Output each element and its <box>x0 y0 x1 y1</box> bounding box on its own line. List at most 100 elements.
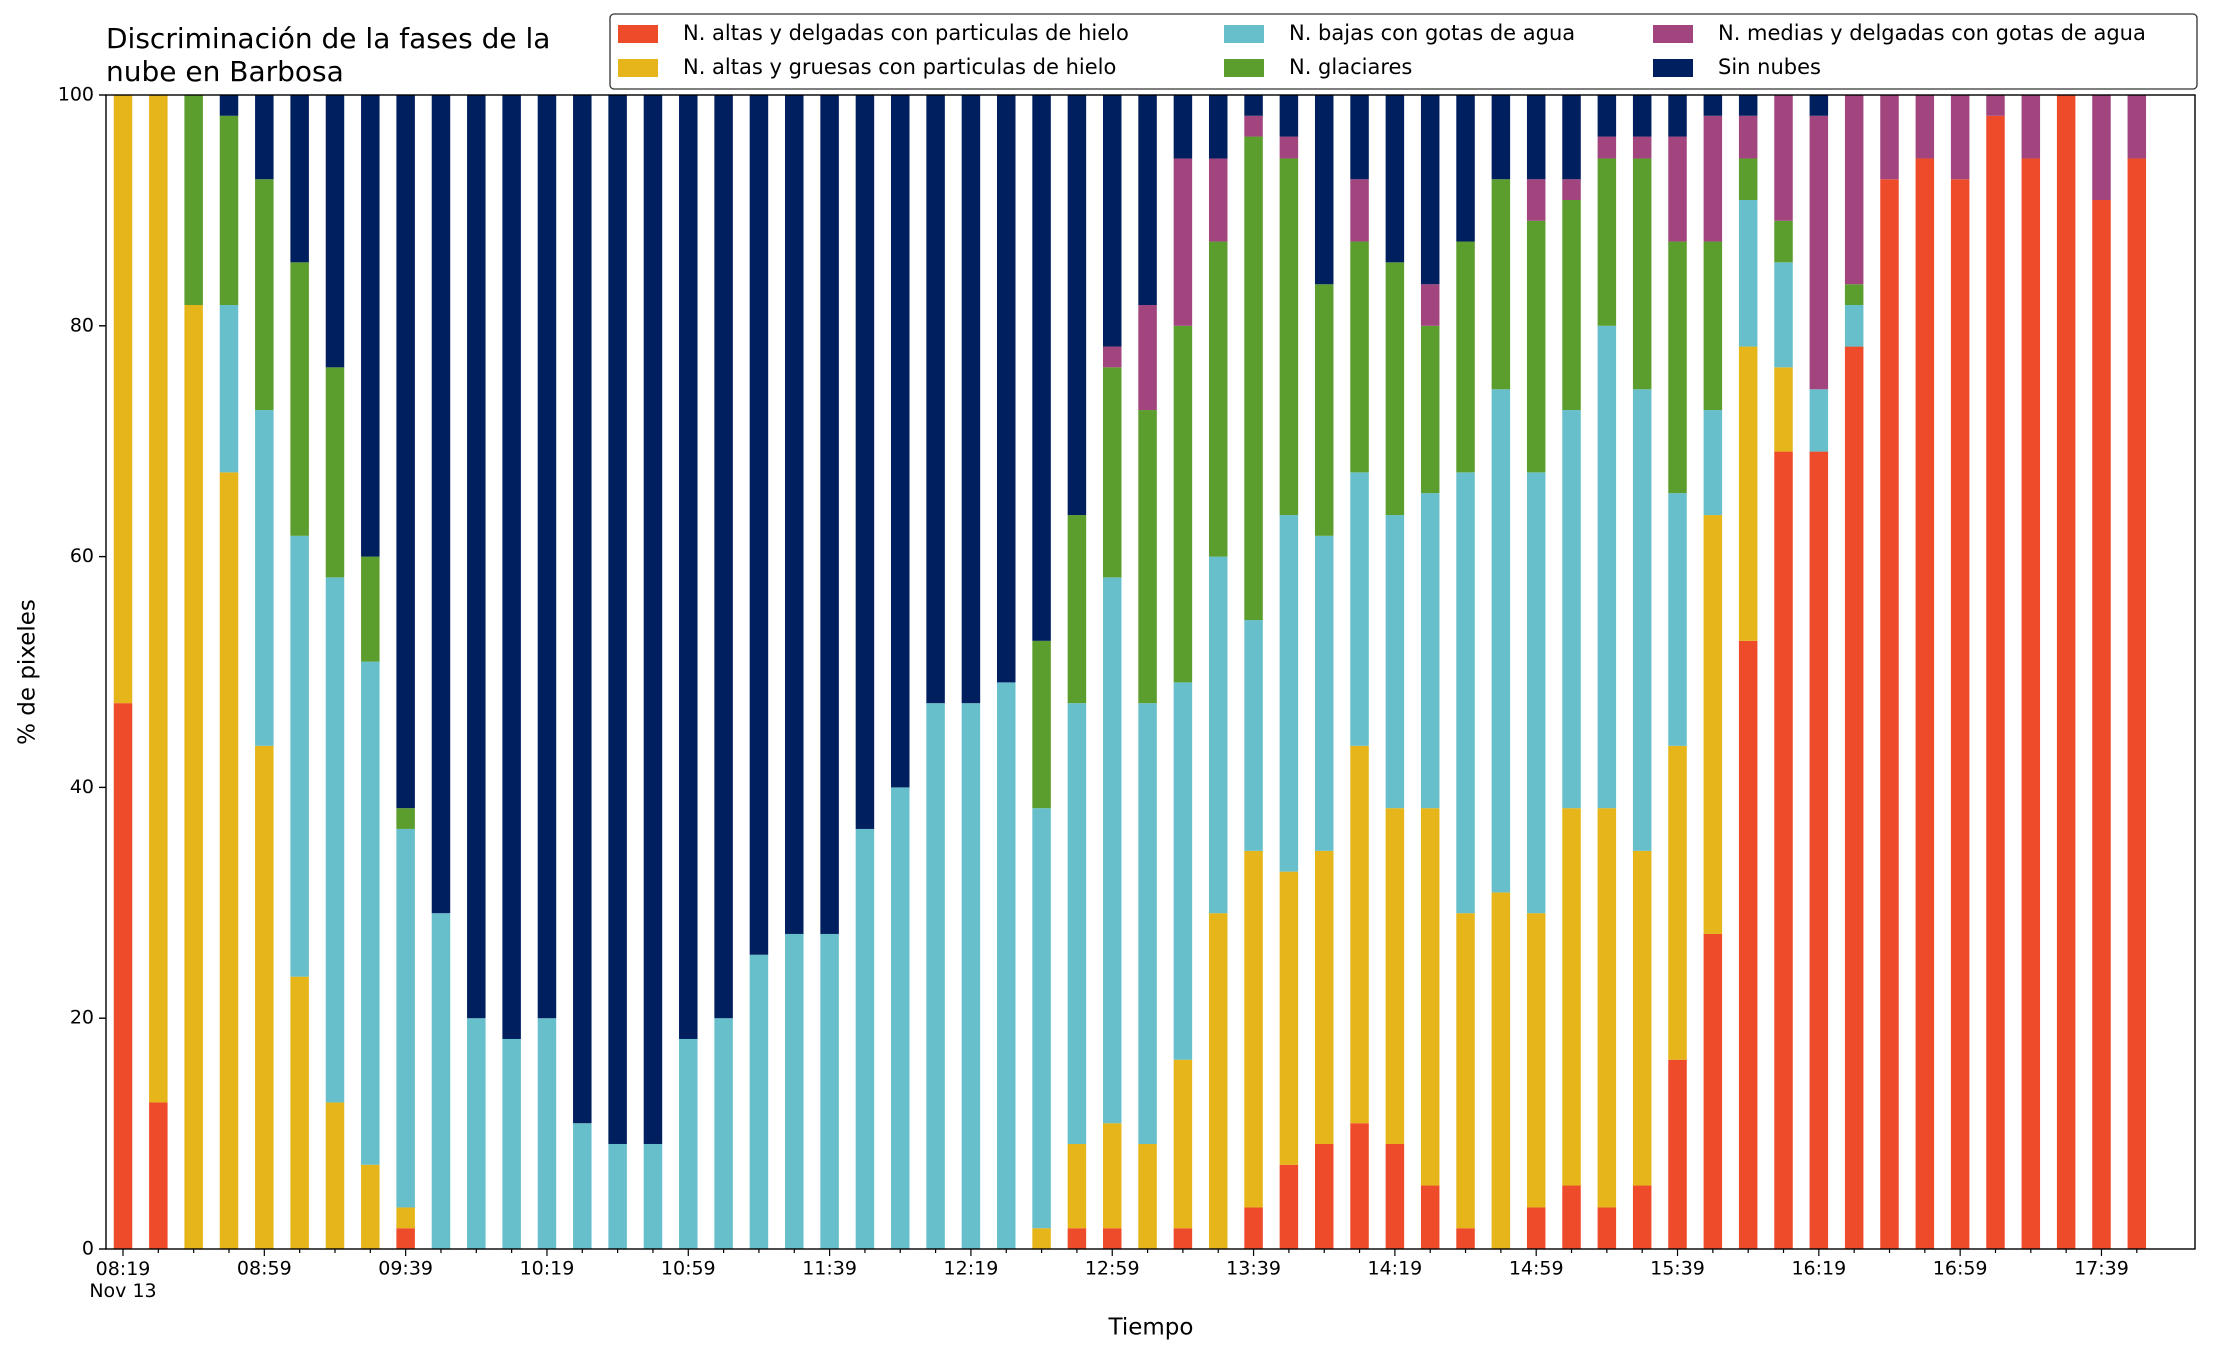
bar-segment <box>608 95 627 1144</box>
bar-segment <box>749 95 769 955</box>
bar-segment <box>1880 95 1899 180</box>
bar-segment <box>1244 136 1263 621</box>
bar-segment <box>1138 305 1157 411</box>
bar-segment <box>396 1228 415 1249</box>
bar-segment <box>1986 95 2005 116</box>
bar-segment <box>1491 892 1511 1249</box>
bar-segment <box>219 305 239 473</box>
bar-segment <box>1173 682 1193 1060</box>
bar-segment <box>1703 241 1723 411</box>
bar-segment <box>361 95 380 557</box>
bar-segment <box>1774 451 1793 1249</box>
bar-segment <box>1314 95 1334 285</box>
bar-segment <box>502 95 521 1039</box>
y-tick-label: 20 <box>70 1007 94 1029</box>
bar-segment <box>573 1123 592 1249</box>
y-tick-label: 40 <box>70 776 94 798</box>
bar-segment <box>1915 95 1935 159</box>
bar-segment <box>1420 284 1440 326</box>
x-tick-label: 16:59 <box>1933 1258 1988 1280</box>
bar-segment <box>1526 1207 1546 1249</box>
y-tick-label: 100 <box>58 84 94 106</box>
legend-label: N. bajas con gotas de agua <box>1289 21 1575 45</box>
bar-segment <box>1279 515 1299 872</box>
bar-segment <box>1597 808 1617 1208</box>
bar-segment <box>1597 95 1617 137</box>
bar-segment <box>855 828 875 1249</box>
bar-segment <box>2127 95 2147 159</box>
x-tick-label: 10:59 <box>661 1258 716 1280</box>
bar-segment <box>1138 703 1157 1144</box>
bar-segment <box>537 1018 557 1249</box>
bar-segment <box>1102 577 1122 1124</box>
bar-segment <box>325 577 345 1103</box>
bar-segment <box>1703 515 1723 934</box>
legend-label: Sin nubes <box>1718 55 1821 79</box>
bar-segment <box>1668 241 1687 494</box>
bar-segment <box>1385 262 1405 516</box>
bar-segment <box>891 787 910 1249</box>
bar-segment <box>1562 200 1581 411</box>
bar-segment <box>820 95 839 934</box>
bar-segment <box>1208 241 1228 557</box>
y-axis-label: % de pixeles <box>15 599 41 745</box>
bar-segment <box>1067 1228 1087 1249</box>
bar-segment <box>184 95 203 306</box>
bar-segment <box>2056 95 2076 1249</box>
bar-segment <box>290 535 309 977</box>
bar-segment <box>1562 808 1581 1186</box>
bar-segment <box>1350 745 1369 1124</box>
bar-segment <box>2021 158 2041 1250</box>
bar-segment <box>1173 158 1193 326</box>
bar-segment <box>1102 1123 1122 1229</box>
bar-segment <box>1703 115 1723 242</box>
x-tick-label: 08:59 <box>237 1258 292 1280</box>
bar-segment <box>2092 95 2111 201</box>
bar-segment <box>396 808 415 829</box>
bar-segment <box>1703 410 1723 516</box>
legend-label: N. altas y gruesas con particulas de hie… <box>683 55 1116 79</box>
bar-segment <box>926 95 945 704</box>
bar-segment <box>643 1143 663 1249</box>
legend-swatch <box>618 59 658 77</box>
bar-segment <box>396 1207 415 1229</box>
x-tick-label: 11:39 <box>802 1258 857 1280</box>
bar-segment <box>1562 95 1581 180</box>
x-tick-label: 14:59 <box>1509 1258 1564 1280</box>
bar-segment <box>1668 136 1687 242</box>
bar-segment <box>1032 1228 1051 1249</box>
bar-segment <box>325 367 345 578</box>
legend-swatch <box>1653 25 1693 43</box>
bar-segment <box>1244 1207 1263 1249</box>
bar-segment <box>467 1018 486 1249</box>
bar-segment <box>1314 535 1334 851</box>
bar-segment <box>1314 1143 1334 1249</box>
x-tick-label: 17:39 <box>2074 1258 2129 1280</box>
bar-segment <box>1774 220 1793 263</box>
bar-segment <box>1844 95 1864 285</box>
bar-segment <box>1562 410 1581 809</box>
x-tick-label: 12:19 <box>944 1258 999 1280</box>
bar-segment <box>1350 1123 1369 1249</box>
bar-segment <box>714 95 733 1019</box>
bar-segment <box>1314 850 1334 1144</box>
bar-segment <box>1526 220 1546 473</box>
bar-segment <box>1703 933 1723 1249</box>
bar-segment <box>467 95 486 1019</box>
bar-segment <box>1526 179 1546 221</box>
bar-segment <box>1350 472 1369 746</box>
bar-segment <box>1774 262 1793 368</box>
y-tick-label: 0 <box>82 1238 94 1260</box>
bar-segment <box>431 95 451 914</box>
bar-segment <box>1244 95 1263 116</box>
bar-segment <box>679 95 698 1039</box>
bar-segment <box>1244 850 1263 1208</box>
bar-segment <box>1102 95 1122 347</box>
x-tick-label: 08:19 Nov 13 <box>89 1258 156 1302</box>
legend-swatch <box>1653 59 1693 77</box>
bar-segment <box>1809 115 1829 390</box>
bar-segment <box>2092 200 2111 1249</box>
bar-segment <box>1067 515 1087 704</box>
bar-segment <box>1950 95 1970 180</box>
